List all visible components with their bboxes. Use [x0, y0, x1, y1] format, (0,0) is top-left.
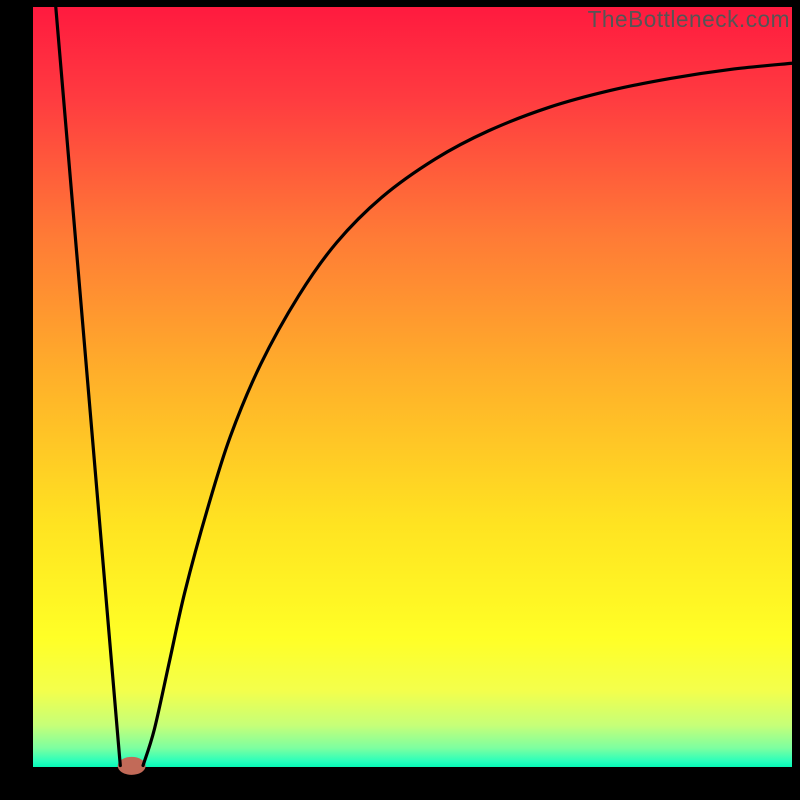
plot-area — [33, 7, 792, 767]
curve-svg — [33, 7, 792, 767]
stage: TheBottleneck.com — [0, 0, 800, 800]
curve-left-branch — [56, 7, 121, 765]
minimum-marker — [118, 757, 146, 775]
watermark-text: TheBottleneck.com — [588, 6, 790, 33]
curve-right-branch — [143, 63, 792, 765]
